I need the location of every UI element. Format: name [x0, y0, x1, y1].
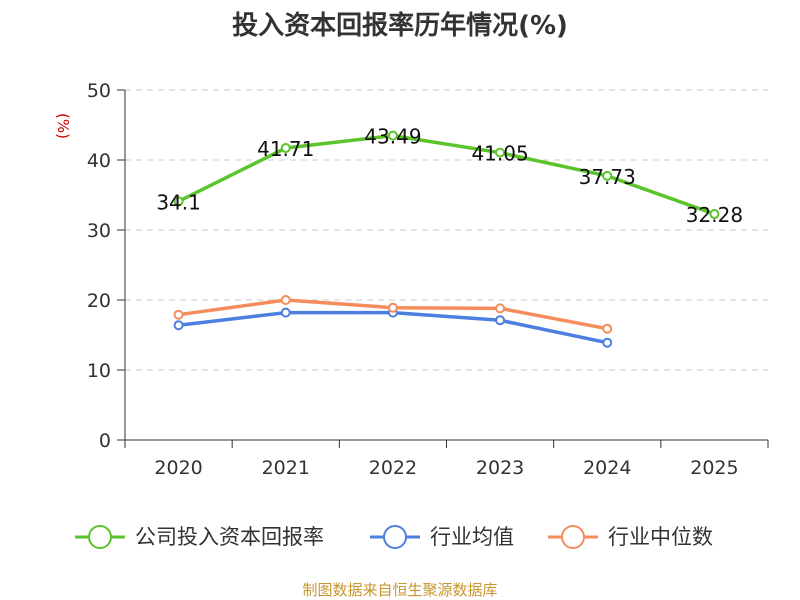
y-tick-label-30: 30: [87, 220, 111, 242]
series-1-point-2021: [280, 307, 291, 318]
series-2-point-2024: [602, 323, 613, 334]
y-tick-label-20: 20: [87, 290, 111, 312]
legend-item-1[interactable]: 行业均值: [370, 525, 514, 549]
chart-title: 投入资本回报率历年情况(%): [232, 10, 568, 41]
series-1-point-2024: [602, 337, 613, 348]
series-1-point-2023: [495, 315, 506, 326]
series-1-point-2020: [173, 320, 184, 331]
series-0-point-2023: [495, 147, 506, 158]
series-0-point-2025: [709, 209, 720, 220]
y-tick-label-40: 40: [87, 150, 111, 172]
legend-marker-0: [88, 525, 112, 549]
series-2-point-2021: [280, 295, 291, 305]
source-credit: 制图数据来自恒生聚源数据库: [302, 581, 497, 599]
data-label-2022: 43.49: [364, 125, 421, 149]
x-tick-label-2021: 2021: [262, 457, 310, 479]
legend-label-0: 公司投入资本回报率: [135, 525, 324, 549]
legend-item-0[interactable]: 公司投入资本回报率: [75, 525, 324, 549]
legend-label-1: 行业均值: [430, 525, 514, 549]
legend[interactable]: 公司投入资本回报率 行业均值 行业中位数: [75, 525, 713, 549]
y-tick-label-50: 50: [87, 80, 111, 102]
y-tick-label-10: 10: [87, 360, 111, 382]
grid-lines: [125, 89, 768, 371]
data-label-2021: 41.71: [257, 137, 314, 161]
series-0-point-2024: [602, 170, 613, 181]
legend-marker-1: [383, 525, 407, 549]
x-tick-label-2023: 2023: [476, 457, 524, 479]
legend-marker-2: [561, 525, 585, 549]
legend-label-2: 行业中位数: [608, 525, 713, 549]
data-label-2024: 37.73: [579, 165, 636, 189]
data-label-2023: 41.05: [471, 142, 528, 166]
series-0-point-2021: [280, 143, 291, 154]
data-label-2020: 34.1: [156, 190, 201, 214]
y-axis-unit-label: (%): [54, 113, 72, 139]
legend-item-2[interactable]: 行业中位数: [548, 525, 713, 549]
series-2-point-2022: [387, 302, 398, 313]
x-tick-label-2022: 2022: [369, 457, 417, 479]
y-tick-label-0: 0: [99, 430, 111, 452]
series-0-point-2022: [387, 130, 398, 141]
data-labels: 34.1 41.71 43.49 41.05 37.73 32.28: [156, 125, 743, 227]
x-tick-label-2024: 2024: [583, 457, 631, 479]
axes: 0 10 20 30 40 50 2020 2021 2022 2023 2024 2025: [87, 80, 769, 479]
series-line-0: [176, 133, 717, 216]
series-0-point-2020: [173, 196, 184, 207]
x-tick-label-2020: 2020: [154, 457, 202, 479]
data-label-2025: 32.28: [686, 203, 743, 227]
x-tick-label-2025: 2025: [690, 457, 738, 479]
series-lines: [173, 130, 720, 348]
series-2-point-2023: [495, 303, 506, 314]
series-2-point-2020: [173, 309, 184, 320]
